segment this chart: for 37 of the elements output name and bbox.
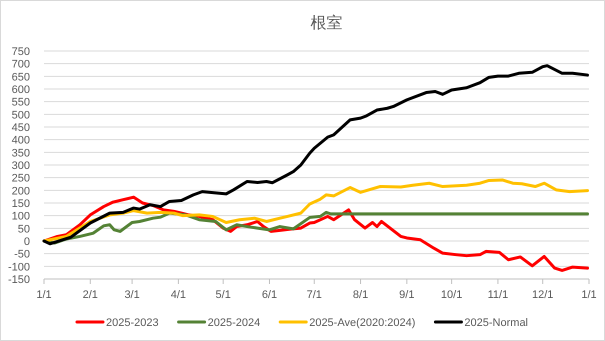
- x-tick-label: 4/1: [170, 289, 186, 301]
- y-tick-label: 150: [12, 198, 30, 210]
- x-tick-label: 5/1: [216, 289, 231, 301]
- x-tick-label: 2/1: [82, 289, 98, 301]
- title: 根室: [310, 15, 342, 32]
- x-tick-label: 8/1: [352, 289, 368, 301]
- y-tick-label: 100: [12, 210, 30, 223]
- x-tick-label: 11/1: [488, 289, 508, 301]
- legend-label: 2025-2023: [106, 317, 159, 329]
- y-tick-label: -150: [8, 274, 30, 286]
- y-tick-label: -100: [8, 261, 30, 274]
- y-tick-label: 50: [18, 223, 30, 236]
- y-tick-label: 300: [12, 160, 30, 172]
- y-tick-label: 700: [12, 58, 30, 71]
- legend-label: 2025-2024: [208, 317, 260, 329]
- y-tick-label: 550: [12, 96, 30, 109]
- x-tick-label: 12/1: [532, 289, 554, 301]
- x-tick-label: 1/1: [36, 289, 52, 301]
- y-tick-label: 750: [12, 46, 30, 58]
- y-tick-label: 450: [12, 122, 30, 134]
- y-tick-label: 650: [12, 71, 30, 84]
- x-tick-label: 6/1: [262, 289, 278, 301]
- x-tick-label: 1/1: [581, 289, 597, 301]
- legend-label: 2025-Normal: [464, 317, 528, 329]
- legend-label: 2025-Ave(2020:2024): [309, 317, 416, 329]
- x-tick-label: 3/1: [124, 289, 140, 301]
- x-tick-label: 10/1: [440, 289, 462, 301]
- y-tick-label: 0: [24, 236, 30, 248]
- x-tick-label: 7/1: [306, 289, 322, 301]
- y-tick-label: -50: [14, 248, 30, 261]
- y-tick-label: 350: [12, 147, 30, 160]
- y-tick-label: 250: [12, 172, 30, 185]
- y-tick-label: 200: [12, 185, 30, 198]
- y-tick-label: 500: [12, 109, 30, 122]
- y-tick-label: 600: [12, 84, 30, 96]
- x-tick-label: 9/1: [399, 289, 414, 301]
- y-tick-label: 400: [12, 134, 30, 147]
